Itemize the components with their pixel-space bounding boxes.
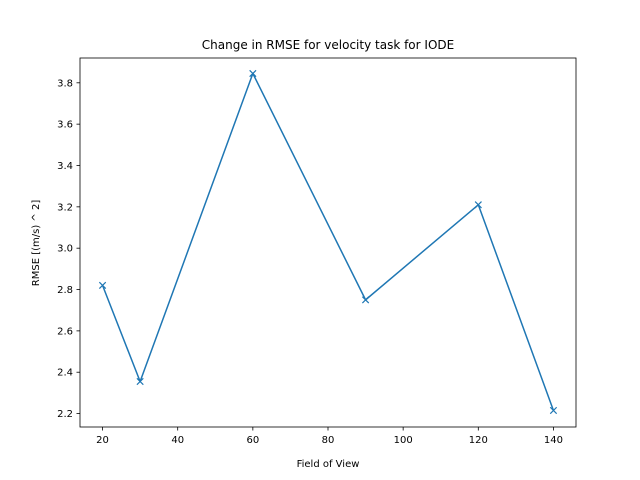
x-tick-label: 120 [469,435,488,446]
x-axis-label: Field of View [297,459,360,470]
y-tick-label: 3.6 [57,120,73,131]
y-tick-label: 3.2 [57,202,73,213]
y-tick-label: 2.4 [57,368,73,379]
x-tick-label: 40 [171,435,184,446]
y-tick-label: 2.6 [57,326,73,337]
x-tick-label: 60 [246,435,259,446]
x-tick-label: 100 [394,435,413,446]
data-point-marker [474,201,482,209]
y-tick-label: 3.8 [57,78,73,89]
series-line [101,72,555,411]
data-point-marker [361,296,370,304]
axes-frame [79,57,577,428]
y-tick-label: 2.8 [57,285,73,296]
data-point-marker [249,69,257,78]
y-tick-label: 2.2 [57,409,73,420]
y-tick-label: 3.0 [57,244,73,255]
x-tick-label: 20 [96,435,109,446]
y-tick-label: 3.4 [57,161,73,172]
x-tick-label: 140 [544,435,563,446]
data-point-marker [549,406,558,415]
y-axis-label: RMSE [(m/s) ^ 2] [31,200,42,287]
data-point-marker [136,377,144,386]
x-tick-label: 80 [322,435,335,446]
plot-area: 20 40 60 80 100 120 140 2.2 2.4 2.6 2.8 3.0 3.2 3.4 3.… [57,57,577,446]
chart-title: Change in RMSE for velocity task for IOD… [202,38,454,52]
data-point-marker [98,281,107,290]
